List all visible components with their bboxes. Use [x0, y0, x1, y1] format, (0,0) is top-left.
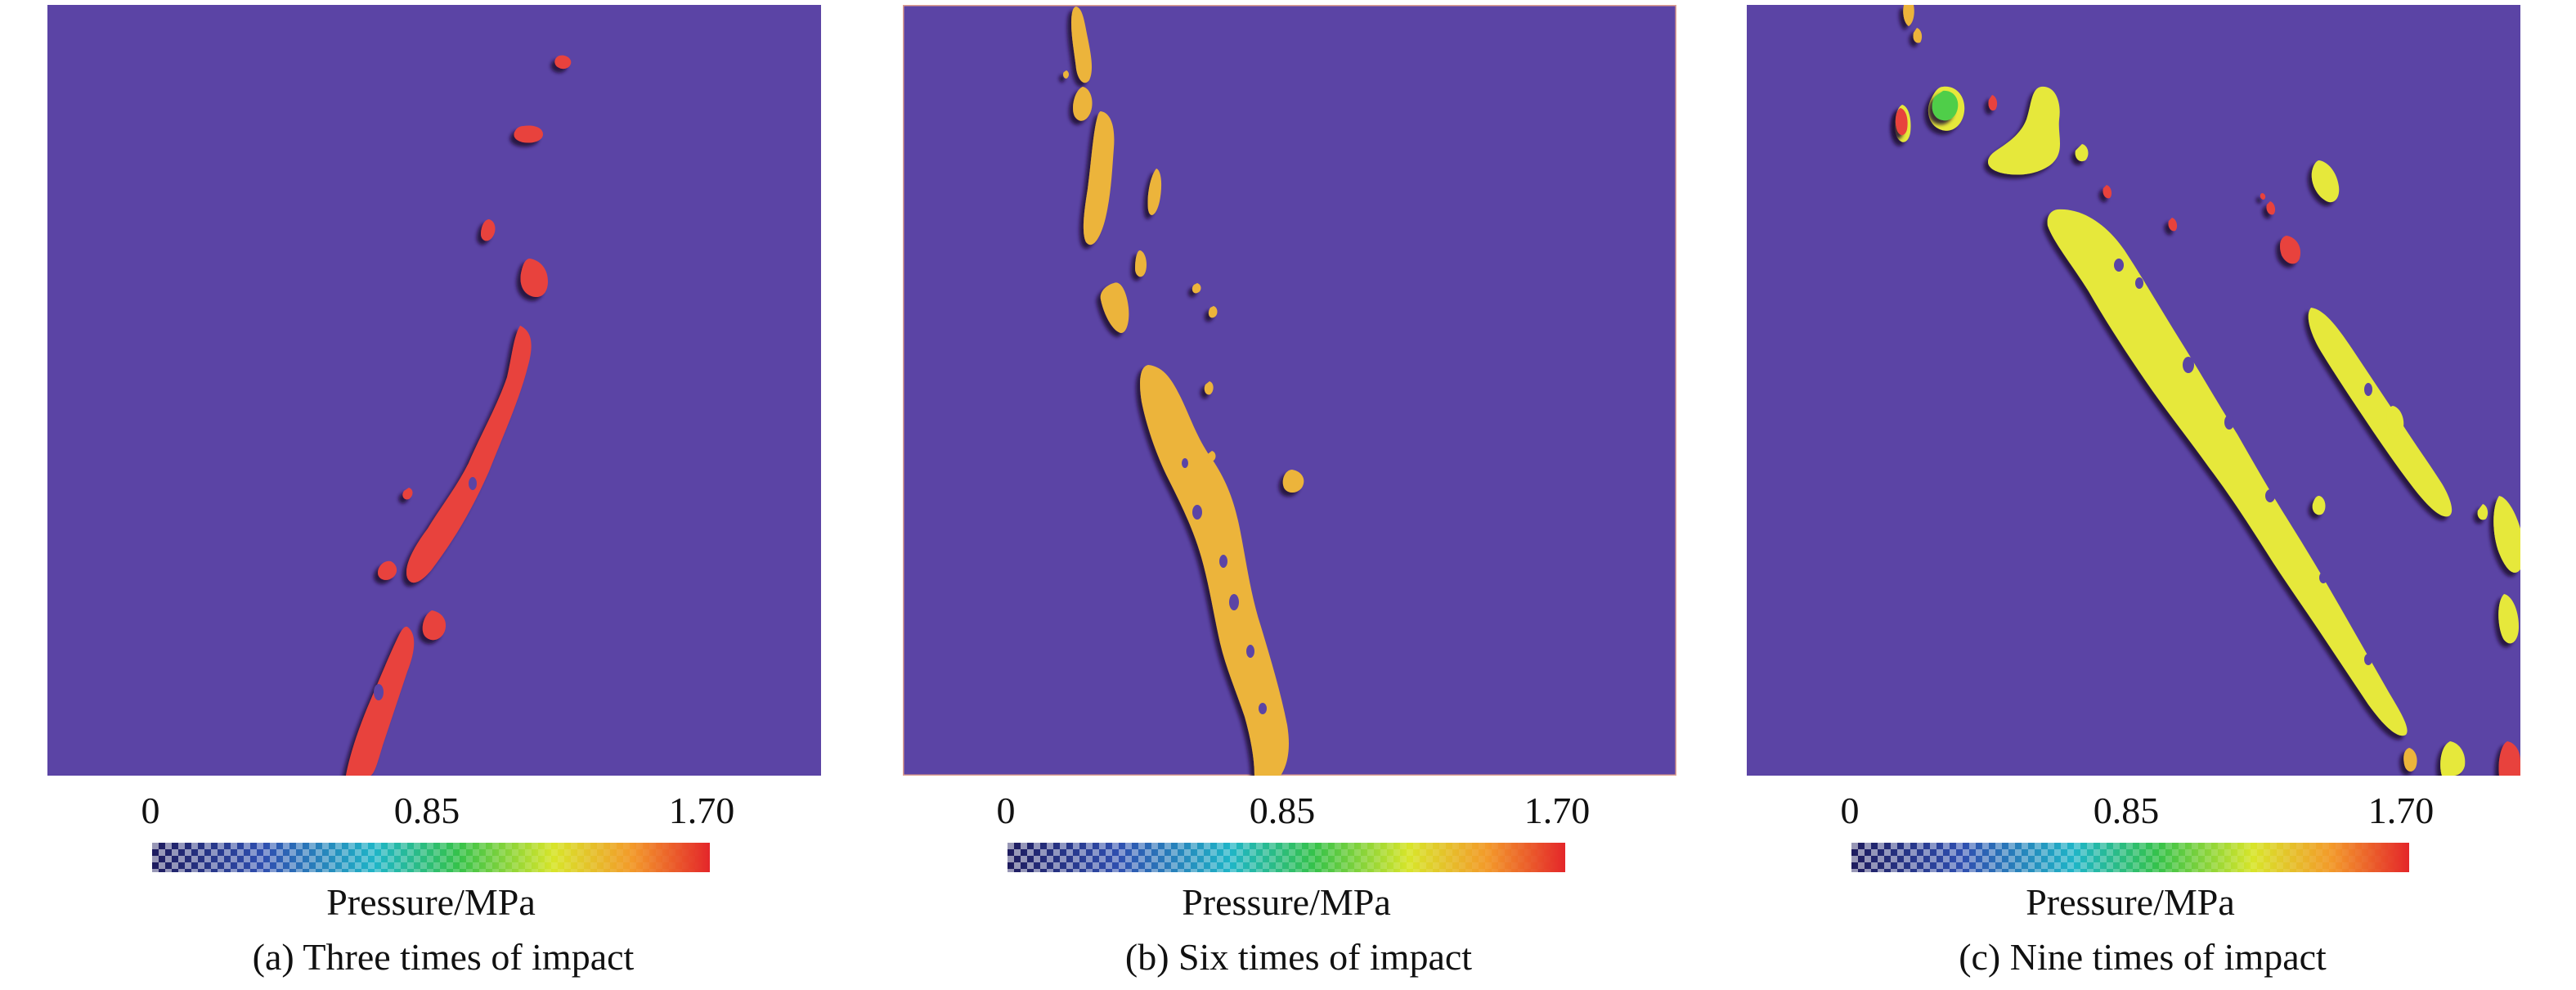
colorbar-tick-0: 0 — [1840, 790, 1860, 831]
colorbar — [1008, 843, 1565, 872]
crack-hole — [374, 477, 477, 700]
plot-background — [903, 5, 1676, 776]
colorbar-tick-mid: 0.85 — [2093, 790, 2160, 831]
colorbar — [152, 843, 710, 872]
colorbar-label: Pressure/MPa — [326, 881, 536, 923]
crack-hole — [2114, 259, 2372, 665]
colorbar-label: Pressure/MPa — [2026, 881, 2235, 923]
crack-hole — [1182, 458, 1267, 714]
pressure-field-plot-a — [47, 5, 821, 776]
panel-caption: (b) Six times of impact — [1124, 936, 1473, 978]
colorbar-tick-max: 1.70 — [2367, 790, 2435, 831]
crack-region — [346, 55, 572, 776]
colorbar-tick-max: 1.70 — [668, 790, 735, 831]
plot-background — [1747, 5, 2520, 776]
crack-accent — [1895, 5, 2520, 776]
colorbar-tick-0: 0 — [996, 790, 1016, 831]
crack-region — [1063, 7, 1304, 776]
panel-c: 0 0.85 1.70 — [1747, 0, 2573, 990]
colorbar-label: Pressure/MPa — [1182, 881, 1391, 923]
pressure-field-plot-c — [1747, 5, 2520, 776]
colorbar-tick-mid: 0.85 — [393, 790, 460, 831]
pressure-field-plot-b — [903, 5, 1676, 776]
colorbar — [1851, 843, 2409, 872]
panel-b: 0 0.85 1.70 — [903, 0, 1729, 990]
colorbar-tick-0: 0 — [141, 790, 160, 831]
plot-background — [47, 5, 821, 776]
panel-caption: (a) Three times of impact — [252, 936, 635, 978]
crack-region — [1895, 86, 2520, 776]
colorbar-tick-mid: 0.85 — [1249, 790, 1316, 831]
colorbar-tick-max: 1.70 — [1524, 790, 1591, 831]
panel-a: 0 0.85 1.70 — [47, 0, 873, 990]
panel-caption: (c) Nine times of impact — [1959, 936, 2327, 978]
